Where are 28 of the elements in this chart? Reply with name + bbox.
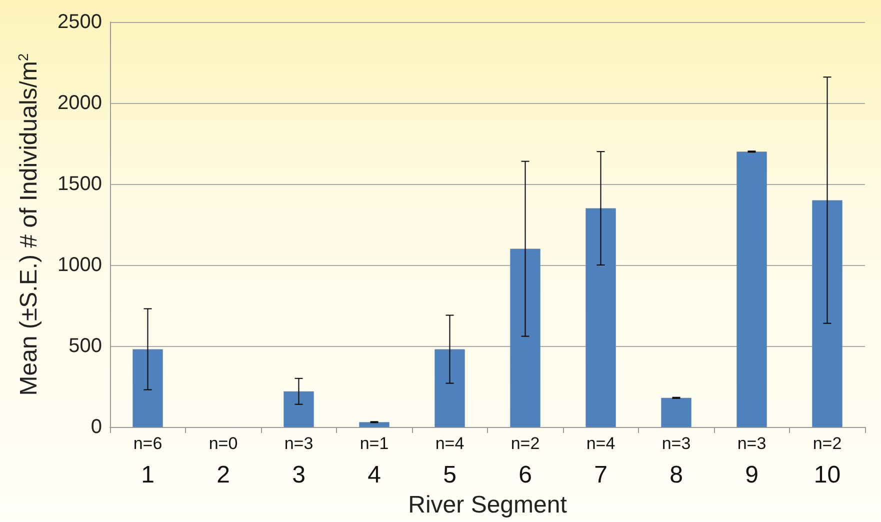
text: n=3 <box>737 434 766 453</box>
x-tick-label: 1 <box>141 462 154 488</box>
x-tick-label: 2 <box>216 462 230 488</box>
text: n=6 <box>133 434 162 453</box>
x-tick-label: 6 <box>518 462 532 488</box>
y-tick-label: 2000 <box>58 92 102 114</box>
y-tick-label: 2500 <box>58 11 102 33</box>
y-tick-label: 1000 <box>58 254 102 276</box>
y-tick-label: 0 <box>90 416 102 438</box>
text: n=4 <box>435 434 464 453</box>
text: n=1 <box>360 434 389 453</box>
x-tick-label: 10 <box>814 462 841 488</box>
text: n=0 <box>208 434 238 453</box>
x-tick-label: 5 <box>443 462 456 488</box>
x-tick-label: 4 <box>368 462 381 488</box>
x-axis-title: River Segment <box>408 492 568 518</box>
text: n=3 <box>662 434 691 453</box>
text: n=3 <box>284 434 314 453</box>
x-tick-label: 7 <box>594 462 608 488</box>
x-tick-label: 3 <box>292 462 306 488</box>
y-tick-label: 1500 <box>58 173 102 195</box>
y-axis-title: Mean (±S.E.) # of Individuals/m2 <box>15 53 42 396</box>
text: n=2 <box>812 434 842 453</box>
x-tick-label: 8 <box>670 462 683 488</box>
text: n=4 <box>586 434 616 453</box>
y-tick-label: 500 <box>68 335 102 357</box>
text: n=2 <box>510 434 540 453</box>
x-tick-label: 9 <box>745 462 758 488</box>
